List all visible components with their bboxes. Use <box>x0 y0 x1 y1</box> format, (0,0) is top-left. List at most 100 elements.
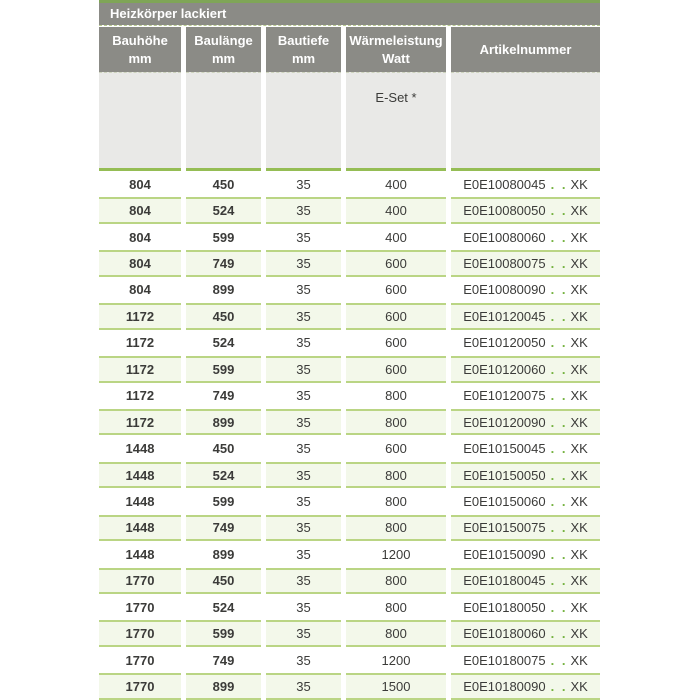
artikel-suffix: XK <box>570 256 588 272</box>
cell-watt: 800 <box>346 408 446 436</box>
cell-baulaenge: 899 <box>186 276 261 304</box>
cell-bautiefe: 35 <box>266 620 341 647</box>
column-header-label: Baulänge <box>194 32 253 48</box>
subheader-cell-artikelnummer <box>451 72 600 171</box>
artikel-suffix: XK <box>570 388 588 404</box>
cell-artikelnummer: E0E10180050 . . XK <box>451 594 600 621</box>
cell-watt: 800 <box>346 567 446 594</box>
table-row: 1448 524 35 800 E0E10150050 . . XK <box>99 461 600 489</box>
artikel-placeholder-dots: . . <box>550 493 568 509</box>
table-row: 804 599 35 400 E0E10080060 . . XK <box>99 223 600 251</box>
table-row: 1448 599 35 800 E0E10150060 . . XK <box>99 488 600 515</box>
artikel-suffix: XK <box>570 493 588 509</box>
cell-baulaenge: 749 <box>186 250 261 277</box>
cell-watt: 400 <box>346 197 446 224</box>
artikel-prefix: E0E10180045 <box>463 573 546 589</box>
cell-bauhoehe: 804 <box>99 276 181 304</box>
column-header-bautiefe: Bautiefe mm <box>266 27 341 72</box>
artikel-suffix: XK <box>570 335 588 351</box>
artikel-suffix: XK <box>570 441 588 457</box>
cell-watt: 800 <box>346 382 446 409</box>
cell-bauhoehe: 1172 <box>99 303 181 330</box>
cell-baulaenge: 899 <box>186 673 261 700</box>
cell-artikelnummer: E0E10180045 . . XK <box>451 567 600 594</box>
cell-bauhoehe: 1770 <box>99 620 181 647</box>
artikel-suffix: XK <box>570 467 588 483</box>
cell-bauhoehe: 1770 <box>99 594 181 621</box>
cell-bautiefe: 35 <box>266 541 341 568</box>
artikel-placeholder-dots: . . <box>550 599 568 615</box>
cell-baulaenge: 749 <box>186 514 261 542</box>
cell-watt: 400 <box>346 223 446 251</box>
artikel-placeholder-dots: . . <box>550 520 568 536</box>
cell-watt: 800 <box>346 514 446 542</box>
cell-baulaenge: 899 <box>186 408 261 436</box>
cell-watt: 400 <box>346 171 446 198</box>
artikel-placeholder-dots: . . <box>550 467 568 483</box>
table-row: 1770 899 35 1500 E0E10180090 . . XK <box>99 673 600 700</box>
cell-artikelnummer: E0E10180075 . . XK <box>451 646 600 674</box>
artikel-placeholder-dots: . . <box>550 652 568 668</box>
table-row: 804 899 35 600 E0E10080090 . . XK <box>99 276 600 304</box>
table-row: 1172 899 35 800 E0E10120090 . . XK <box>99 408 600 436</box>
artikel-prefix: E0E10180090 <box>463 679 546 695</box>
artikel-placeholder-dots: . . <box>550 679 568 695</box>
cell-bautiefe: 35 <box>266 223 341 251</box>
cell-bautiefe: 35 <box>266 435 341 462</box>
artikel-prefix: E0E10120090 <box>463 414 546 430</box>
artikel-placeholder-dots: . . <box>550 441 568 457</box>
cell-baulaenge: 524 <box>186 197 261 224</box>
artikel-suffix: XK <box>570 520 588 536</box>
artikel-placeholder-dots: . . <box>550 256 568 272</box>
cell-watt: 800 <box>346 461 446 489</box>
artikel-prefix: E0E10120050 <box>463 335 546 351</box>
table-row: 1448 899 35 1200 E0E10150090 . . XK <box>99 541 600 568</box>
artikel-prefix: E0E10080045 <box>463 176 546 192</box>
cell-watt: 1200 <box>346 541 446 568</box>
cell-watt: 800 <box>346 620 446 647</box>
table-row: 1448 749 35 800 E0E10150075 . . XK <box>99 514 600 542</box>
column-header-artikelnummer: Artikelnummer <box>451 27 600 72</box>
cell-bautiefe: 35 <box>266 197 341 224</box>
cell-artikelnummer: E0E10150075 . . XK <box>451 514 600 542</box>
cell-watt: 800 <box>346 594 446 621</box>
column-header-label: Bauhöhe <box>112 32 168 48</box>
artikel-suffix: XK <box>570 652 588 668</box>
cell-bautiefe: 35 <box>266 329 341 357</box>
table-row: 1770 450 35 800 E0E10180045 . . XK <box>99 567 600 594</box>
artikel-suffix: XK <box>570 679 588 695</box>
cell-baulaenge: 450 <box>186 567 261 594</box>
artikel-prefix: E0E10120075 <box>463 388 546 404</box>
cell-baulaenge: 524 <box>186 329 261 357</box>
subheader-cell-baulaenge <box>186 72 261 171</box>
column-header-unit: Watt <box>382 50 410 66</box>
cell-artikelnummer: E0E10180060 . . XK <box>451 620 600 647</box>
cell-artikelnummer: E0E10120060 . . XK <box>451 356 600 383</box>
cell-bautiefe: 35 <box>266 356 341 383</box>
cell-bauhoehe: 1172 <box>99 356 181 383</box>
column-header-baulaenge: Baulänge mm <box>186 27 261 72</box>
cell-watt: 600 <box>346 303 446 330</box>
artikel-suffix: XK <box>570 361 588 377</box>
cell-baulaenge: 899 <box>186 541 261 568</box>
cell-bautiefe: 35 <box>266 171 341 198</box>
artikel-placeholder-dots: . . <box>550 414 568 430</box>
artikel-placeholder-dots: . . <box>550 282 568 298</box>
table-row: 1770 524 35 800 E0E10180050 . . XK <box>99 594 600 621</box>
cell-watt: 800 <box>346 488 446 515</box>
column-header-waermeleistung: Wärmeleistung Watt <box>346 27 446 72</box>
cell-bautiefe: 35 <box>266 646 341 674</box>
cell-bautiefe: 35 <box>266 514 341 542</box>
artikel-placeholder-dots: . . <box>550 626 568 642</box>
cell-artikelnummer: E0E10080075 . . XK <box>451 250 600 277</box>
column-header-label: Wärmeleistung <box>349 32 443 48</box>
column-header-bauhoehe: Bauhöhe mm <box>99 27 181 72</box>
column-header-unit: mm <box>128 50 152 66</box>
cell-bautiefe: 35 <box>266 276 341 304</box>
artikel-placeholder-dots: . . <box>550 546 568 562</box>
artikel-placeholder-dots: . . <box>550 361 568 377</box>
artikel-prefix: E0E10150090 <box>463 546 546 562</box>
cell-baulaenge: 599 <box>186 620 261 647</box>
table-row: 1172 749 35 800 E0E10120075 . . XK <box>99 382 600 409</box>
cell-bauhoehe: 804 <box>99 197 181 224</box>
